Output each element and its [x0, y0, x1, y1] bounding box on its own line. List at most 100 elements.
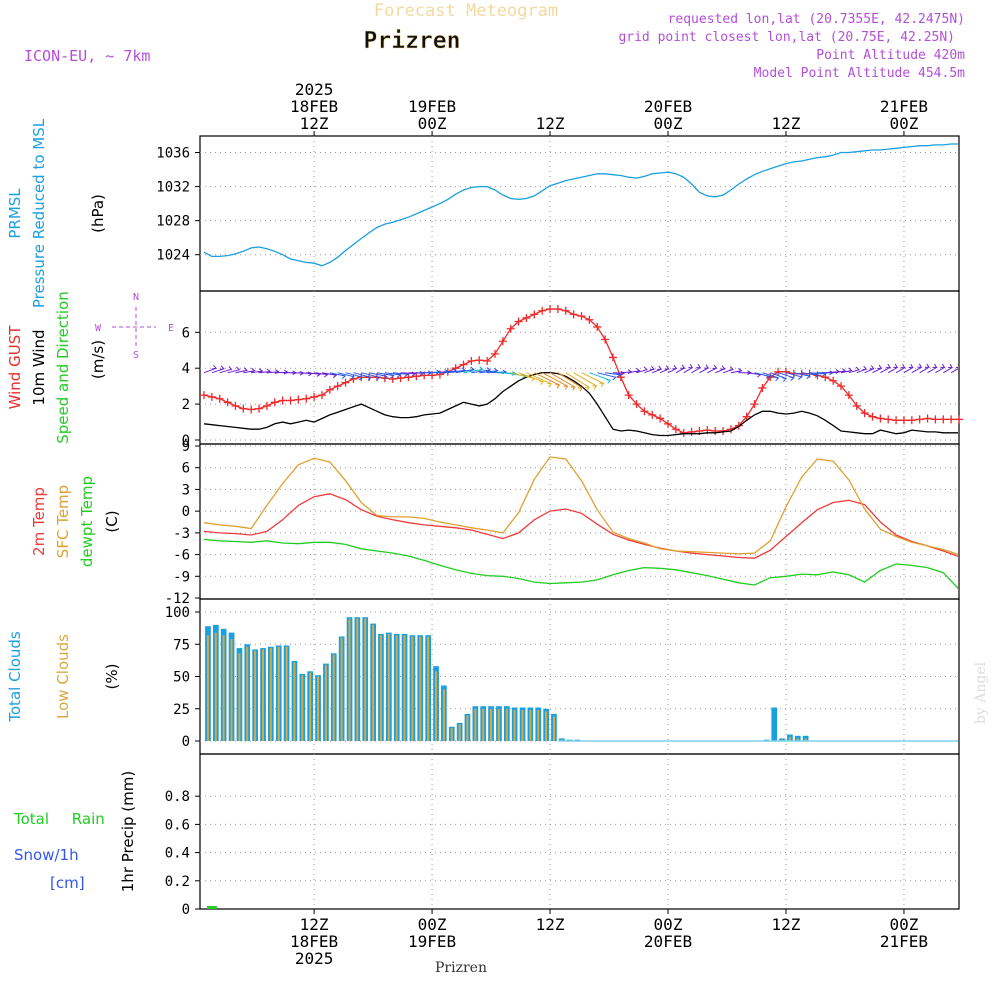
gust-point [750, 400, 759, 409]
wind-arrow [573, 372, 598, 390]
gust-point [758, 383, 767, 392]
low-clouds-bar [411, 636, 414, 741]
low-clouds-bar [317, 676, 319, 741]
wind-arrow [557, 372, 583, 392]
gust-point [671, 425, 680, 434]
wind-arrow [211, 365, 225, 374]
wind-arrow [785, 372, 803, 380]
gust-point [278, 396, 287, 405]
wind-arrow [659, 365, 670, 374]
temperature-series-2m-temp [203, 493, 958, 559]
y-tick-label: 0 [182, 433, 190, 449]
wind-arrow [754, 372, 771, 380]
low-clouds-bar [458, 724, 461, 741]
temperature-ylabel-1: SFC Temp [54, 485, 72, 558]
low-clouds-bar [395, 635, 398, 741]
top-time-label: 00Z [654, 114, 683, 133]
gust-point [262, 401, 271, 410]
pressure-ylabel-0: PRMSL [6, 188, 24, 239]
wind-series-10m-wind [203, 372, 958, 437]
top-time-label: 12Z [772, 114, 801, 133]
gust-point [317, 391, 326, 400]
gust-point [286, 396, 295, 405]
wind-arrow [644, 365, 655, 374]
gust-point [711, 427, 720, 436]
gust-point [498, 337, 507, 346]
wind-arrow [534, 372, 561, 389]
gust-point [302, 394, 311, 403]
low-clouds-bar [372, 624, 375, 741]
low-clouds-bar [403, 635, 406, 741]
gust-point [255, 404, 264, 413]
wind-arrow [581, 372, 605, 387]
temperature-series-dewpt-temp [203, 538, 958, 590]
gust-point [207, 392, 216, 401]
wind-arrow [589, 372, 612, 384]
y-tick-label: 9 [182, 439, 190, 455]
gust-point [899, 416, 908, 425]
gust-point [247, 405, 256, 414]
y-tick-label: 0 [182, 902, 190, 918]
gust-point [656, 414, 665, 423]
precip-label-snow: Snow/1h [14, 846, 79, 864]
wind-arrow [227, 366, 241, 374]
bottom-time-label: 00Z [654, 915, 683, 934]
bottom-time-label: 12Z [772, 915, 801, 934]
bottom-time-label: 19FEB [408, 932, 456, 951]
wind-arrow [950, 364, 958, 374]
info-line-3: Point Altitude 420m [816, 48, 965, 63]
wind-ylabel-0: Wind GUST [6, 325, 24, 410]
wind-arrow [526, 372, 553, 388]
gust-point [679, 428, 688, 437]
low-clouds-bar [246, 646, 249, 741]
page-title: Prizren [364, 28, 461, 54]
low-clouds-bar [301, 675, 304, 741]
y-tick-label: -3 [173, 526, 190, 542]
low-clouds-bar [435, 671, 437, 741]
footer-label: Prizren [435, 960, 487, 976]
precip-unit: 1hr Precip (mm) [119, 771, 137, 892]
wind-arrow [203, 364, 218, 374]
wind-arrow [691, 364, 702, 374]
wind-arrow [251, 368, 264, 374]
gust-point [632, 400, 641, 409]
top-time-label: 19FEB [408, 97, 456, 116]
bottom-time-label: 00Z [418, 915, 447, 934]
wind-arrow [943, 363, 954, 374]
wind-arrow [848, 366, 861, 374]
y-tick-label: 1024 [156, 248, 190, 264]
low-clouds-bar [482, 708, 485, 742]
y-tick-label: 50 [173, 670, 190, 686]
wind-arrow [856, 365, 868, 374]
wind-arrow [518, 372, 545, 385]
y-tick-label: 1028 [156, 214, 190, 230]
wind-arrow [471, 367, 492, 374]
y-tick-label: -12 [165, 591, 190, 607]
wind-arrow [777, 372, 795, 381]
low-clouds-bar [474, 708, 477, 742]
gust-point [923, 414, 932, 423]
wind-arrow [652, 365, 663, 374]
gust-point [231, 401, 240, 410]
wind-arrow [337, 372, 355, 380]
wind-arrow [479, 368, 499, 374]
gust-point [294, 395, 303, 404]
panels: 1024 1028 1032 1036 PRMSL Pressure Reduced to… [6, 118, 963, 918]
y-tick-label: -9 [173, 569, 190, 585]
wind-arrow [793, 372, 811, 380]
wind-arrow [895, 364, 906, 374]
top-time-label: 00Z [889, 114, 918, 133]
y-tick-label: -6 [173, 548, 190, 564]
gust-point [483, 357, 492, 366]
gust-point [742, 412, 751, 421]
gust-point [601, 335, 610, 344]
low-clouds-bar [419, 636, 422, 741]
wind-arrow [927, 363, 938, 374]
wind-arrow [699, 364, 710, 374]
watermark: by Angel [973, 661, 989, 724]
low-clouds-bar [379, 635, 382, 741]
low-clouds-bar [206, 635, 209, 741]
rain-bar [206, 906, 217, 909]
bottom-time-label: 21FEB [880, 932, 928, 951]
low-clouds-bar [324, 664, 327, 741]
